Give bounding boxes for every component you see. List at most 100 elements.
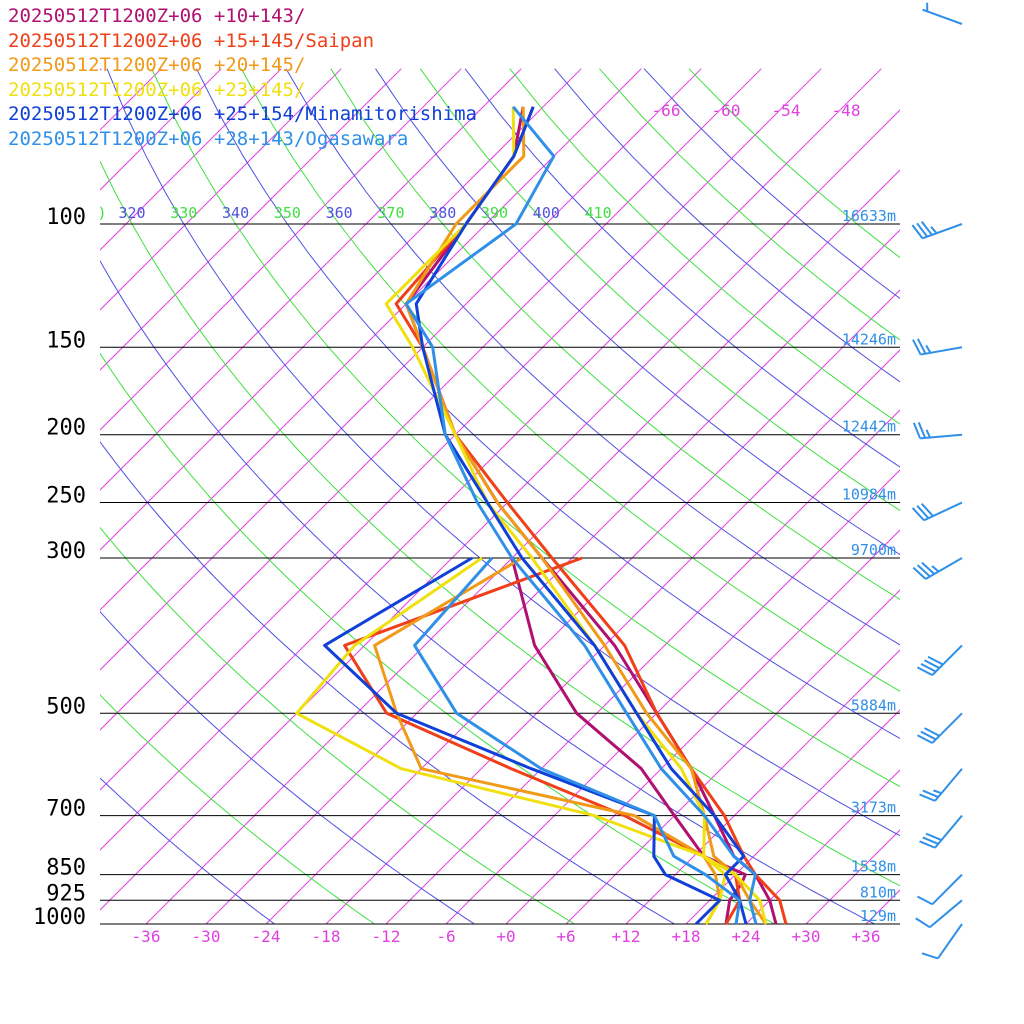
background-grid [0, 68, 1024, 924]
dry-adiabat-line [106, 68, 900, 837]
pressure-label: 100 [46, 205, 86, 230]
temperature-tick-label: -30 [192, 927, 221, 946]
wind-barb [916, 644, 963, 677]
dry-adiabat-line [285, 68, 900, 646]
dry-adiabat-line [100, 777, 276, 924]
temperature-line [414, 106, 748, 925]
dry-adiabat-line [240, 68, 900, 692]
wind-barb [911, 501, 963, 522]
theta-label: 320 [118, 204, 145, 222]
isotherm-line [100, 68, 402, 371]
isotherm-line [100, 68, 462, 431]
theta-label: 400 [533, 204, 560, 222]
legend-entry: 20250512T1200Z+06 +15+145/Saipan [8, 29, 375, 52]
height-label: 12442m [842, 418, 896, 436]
theta-label: 360 [326, 204, 353, 222]
height-label: 14246m [842, 330, 896, 348]
wind-barb [912, 338, 963, 356]
dewpoint-line [373, 556, 722, 925]
temperature-tick-label: -6 [436, 927, 455, 946]
theta-label: 410 [585, 204, 612, 222]
wind-barb [915, 899, 963, 929]
isotherm-line [100, 68, 582, 551]
pressure-label: 850 [46, 856, 86, 881]
theta-label: 390 [481, 204, 508, 222]
temperature-tick-label: +24 [732, 927, 761, 946]
theta-label: 330 [170, 204, 197, 222]
height-label: 10984m [842, 486, 896, 504]
temperature-tick-label: +36 [852, 927, 881, 946]
dewpoint-line [343, 556, 742, 925]
isotherm-line [625, 649, 900, 924]
theta-label: 370 [377, 204, 404, 222]
pressure-label: 300 [46, 539, 86, 564]
wind-barb [921, 923, 963, 960]
legend-entry: 20250512T1200Z+06 +10+143/ [8, 5, 306, 27]
legend-entry: 20250512T1200Z+06 +28+143/Ogasawara [8, 127, 409, 150]
height-label: 16633m [842, 207, 896, 225]
pressure-label: 925 [46, 881, 86, 906]
isotherm-line [100, 68, 762, 731]
pressure-label: 250 [46, 484, 86, 509]
dry-adiabat-line [464, 68, 900, 468]
wind-barb [919, 768, 963, 802]
wind-barb [911, 221, 963, 240]
theta-label: 350 [274, 204, 301, 222]
legend-entry: 20250512T1200Z+06 +23+145/ [8, 78, 306, 101]
isotherm-line [926, 69, 1024, 924]
isotherm-line [145, 169, 900, 924]
isotherm-line [565, 589, 900, 924]
isotherm-line [805, 829, 900, 924]
wind-barb [916, 873, 963, 906]
isotherm-line [325, 349, 900, 924]
pressure-label: 1000 [33, 905, 86, 930]
wind-barb [922, 2, 963, 25]
isotherm-label: -54 [772, 101, 801, 120]
isotherm-line [445, 469, 900, 924]
wind-barb [916, 712, 963, 744]
isotherm-line [685, 709, 900, 924]
isotherm-label: -60 [712, 101, 741, 120]
wind-barb [912, 557, 963, 580]
dry-adiabat-line [100, 440, 676, 924]
dry-adiabat-line [419, 68, 900, 512]
dry-adiabat-line [100, 610, 476, 924]
dewpoint-line [295, 556, 727, 925]
dry-adiabat-line [100, 259, 876, 924]
pressure-label: 150 [46, 328, 86, 353]
wind-barb [919, 814, 963, 849]
isotherm-line [745, 769, 900, 924]
isotherm-line [265, 289, 900, 924]
theta-label: 380 [429, 204, 456, 222]
pressure-label: 200 [46, 416, 86, 441]
dry-adiabat-line [330, 68, 900, 600]
temperature-line [384, 106, 768, 925]
isotherm-label: -48 [832, 101, 861, 120]
pressure-label: 500 [46, 694, 86, 719]
isotherm-line [100, 68, 702, 671]
temperature-line [404, 105, 758, 925]
dry-adiabat-line [375, 68, 900, 556]
theta-label: ) [97, 204, 106, 222]
dry-adiabat-line [196, 68, 900, 740]
dry-adiabat-line [151, 68, 900, 788]
wind-barb [912, 422, 963, 440]
isotherm-line [100, 68, 342, 311]
temperature-tick-label: -12 [372, 927, 401, 946]
temperature-tick-label: -18 [312, 927, 341, 946]
isotherm-line [100, 68, 642, 611]
legend-entry: 20250512T1200Z+06 +20+145/ [8, 54, 306, 76]
height-label: 1538m [851, 858, 896, 876]
temperature-tick-label: -24 [252, 927, 281, 946]
isotherm-line [385, 409, 900, 924]
temperature-tick-label: +6 [556, 927, 575, 946]
dry-adiabat-line [100, 352, 776, 924]
isotherm-line [100, 68, 222, 191]
isotherm-line [205, 229, 900, 924]
height-label: 129m [860, 907, 896, 925]
isotherm-line [100, 68, 522, 491]
isotherm-line [100, 68, 282, 251]
isotherm-line [0, 69, 41, 924]
soundings [295, 105, 788, 926]
